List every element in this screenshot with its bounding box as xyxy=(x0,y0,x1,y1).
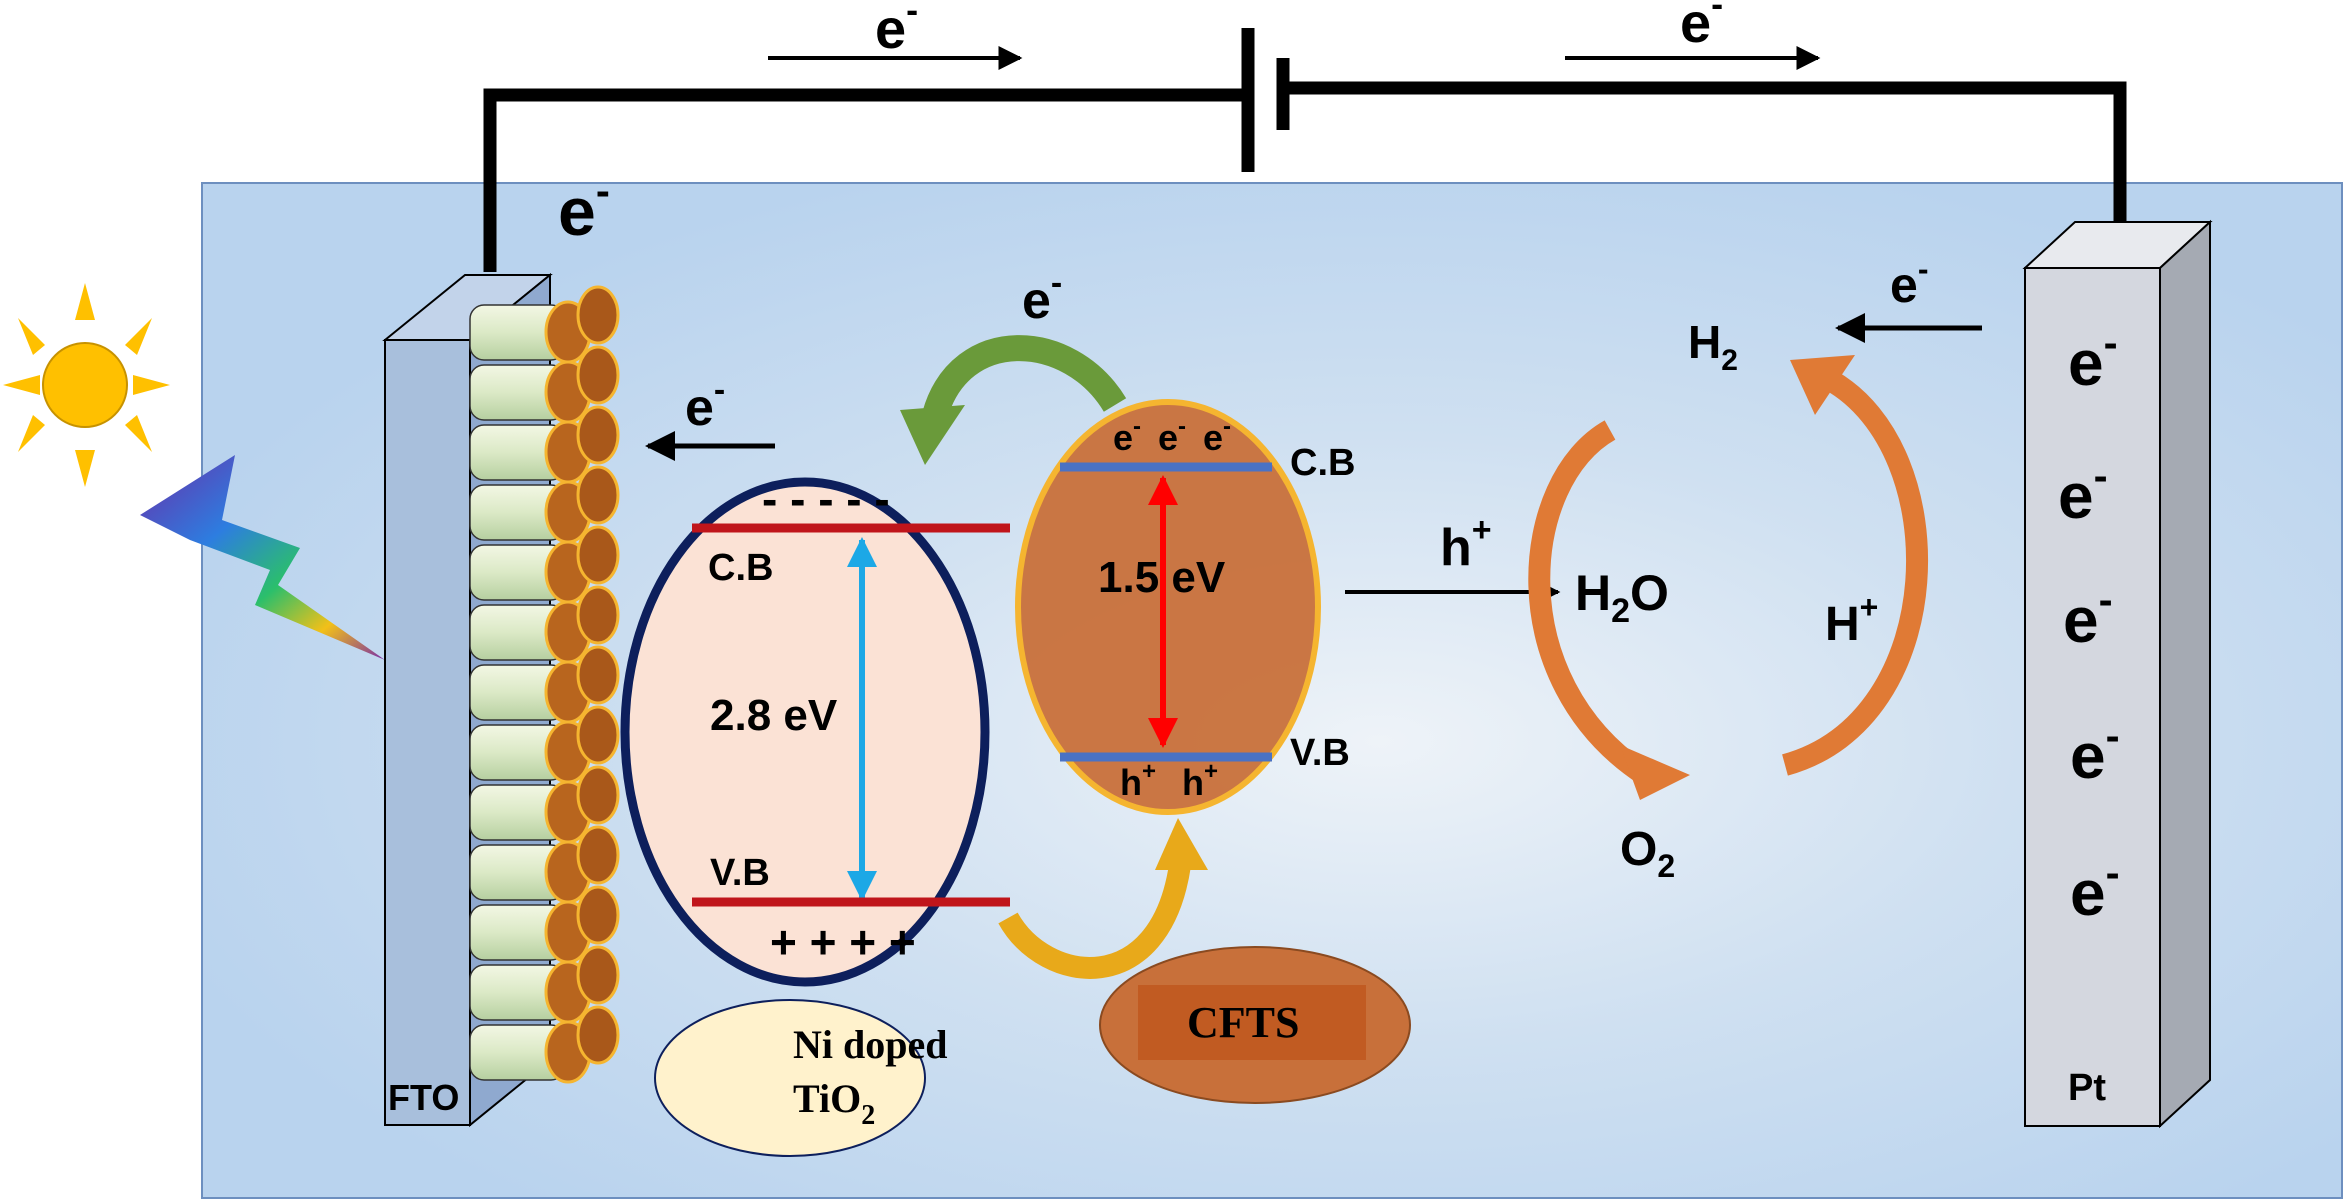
svg-text:h+: h+ xyxy=(1120,758,1156,803)
pt-electron: e- xyxy=(2070,712,2120,792)
svg-text:CFTS: CFTS xyxy=(1187,998,1299,1047)
pt-electrode: Pt e- e- e- e- e- xyxy=(2022,219,2213,1129)
cfts-caption: CFTS xyxy=(1099,946,1411,1104)
cfts-coating xyxy=(576,1005,620,1065)
tio2-electrons-mark: - - - - - xyxy=(762,473,890,525)
nanorod-array xyxy=(469,285,620,1084)
pt-label: Pt xyxy=(2068,1067,2106,1109)
ni-tio2-caption: Ni doped TiO2 xyxy=(654,999,948,1157)
svg-text:e-: e- xyxy=(875,0,918,60)
svg-text:TiO2: TiO2 xyxy=(793,1076,875,1131)
sun-icon xyxy=(3,283,170,487)
cfts-coating xyxy=(576,645,620,705)
cfts-coating xyxy=(576,765,620,825)
cfts-band-gap: 1.5 eV xyxy=(1098,553,1226,602)
cfts-coating xyxy=(576,345,620,405)
svg-text:Ni doped: Ni doped xyxy=(793,1022,948,1067)
pt-electron-list: e- e- e- e- e- xyxy=(2058,319,2120,929)
svg-text:e-: e- xyxy=(1158,413,1186,458)
water-label: H2O xyxy=(1575,565,1669,630)
hole-to-water: h+ xyxy=(1345,511,1561,604)
cfts-coating xyxy=(576,705,620,765)
pt-electron: e- xyxy=(2070,849,2120,929)
water-oxidation-arrow xyxy=(1528,420,1690,800)
svg-text:h+: h+ xyxy=(1182,758,1218,803)
svg-text:e-: e- xyxy=(1890,251,1928,313)
tio2-band-gap: 2.8 eV xyxy=(710,691,838,740)
cfts-vb-label: V.B xyxy=(1290,732,1350,774)
top-electron-right: e- xyxy=(1565,0,1821,70)
hydrogen-label: H2 xyxy=(1688,316,1738,377)
svg-text:e-: e- xyxy=(685,371,725,437)
cfts-cb-label: C.B xyxy=(1290,442,1355,484)
svg-text:h+: h+ xyxy=(1440,511,1492,577)
top-electron-left: e- xyxy=(768,0,1023,70)
cfts-holes: h+ h+ xyxy=(1120,758,1218,803)
cfts-coating xyxy=(576,585,620,645)
svg-text:e-: e- xyxy=(1680,0,1723,54)
pt-to-electrolyte-electron: e- xyxy=(1835,251,1982,343)
proton-reduction-arrow xyxy=(1781,355,1928,776)
cfts-coating xyxy=(576,525,620,585)
svg-text:e-: e- xyxy=(1022,264,1062,330)
cfts-coating xyxy=(576,885,620,945)
oxygen-label: O2 xyxy=(1620,823,1675,884)
fto-label: FTO xyxy=(388,1077,459,1118)
tio2-particle xyxy=(620,477,990,987)
light-bolt-icon xyxy=(140,455,385,660)
tio2-band-diagram: - - - - - C.B 2.8 eV V.B + + + + xyxy=(620,473,1010,987)
tio2-cb-label: C.B xyxy=(708,547,773,589)
svg-text:e-: e- xyxy=(1203,413,1231,458)
cfts-coating xyxy=(576,825,620,885)
proton-label: H+ xyxy=(1825,589,1878,651)
cfts-coating xyxy=(576,945,620,1005)
cfts-coating xyxy=(576,405,620,465)
fto-electron: e- xyxy=(558,167,610,250)
pt-electron: e- xyxy=(2058,452,2108,532)
svg-text:e-: e- xyxy=(1113,413,1141,458)
pt-electron: e- xyxy=(2068,319,2118,399)
green-transfer-arrow: e- xyxy=(900,264,1127,465)
cfts-electrons: e- e- e- xyxy=(1113,413,1231,458)
external-circuit xyxy=(483,28,2127,272)
tio2-to-fto-electron: e- xyxy=(645,371,775,461)
tio2-vb-label: V.B xyxy=(710,852,770,894)
tio2-holes-mark: + + + + xyxy=(770,916,916,968)
pt-electron: e- xyxy=(2063,576,2113,656)
cfts-coating xyxy=(576,285,620,345)
cfts-band-diagram: e- e- e- C.B 1.5 eV V.B h+ h+ xyxy=(1015,399,1355,815)
cfts-coating xyxy=(576,465,620,525)
yellow-transfer-arrow xyxy=(998,818,1208,979)
